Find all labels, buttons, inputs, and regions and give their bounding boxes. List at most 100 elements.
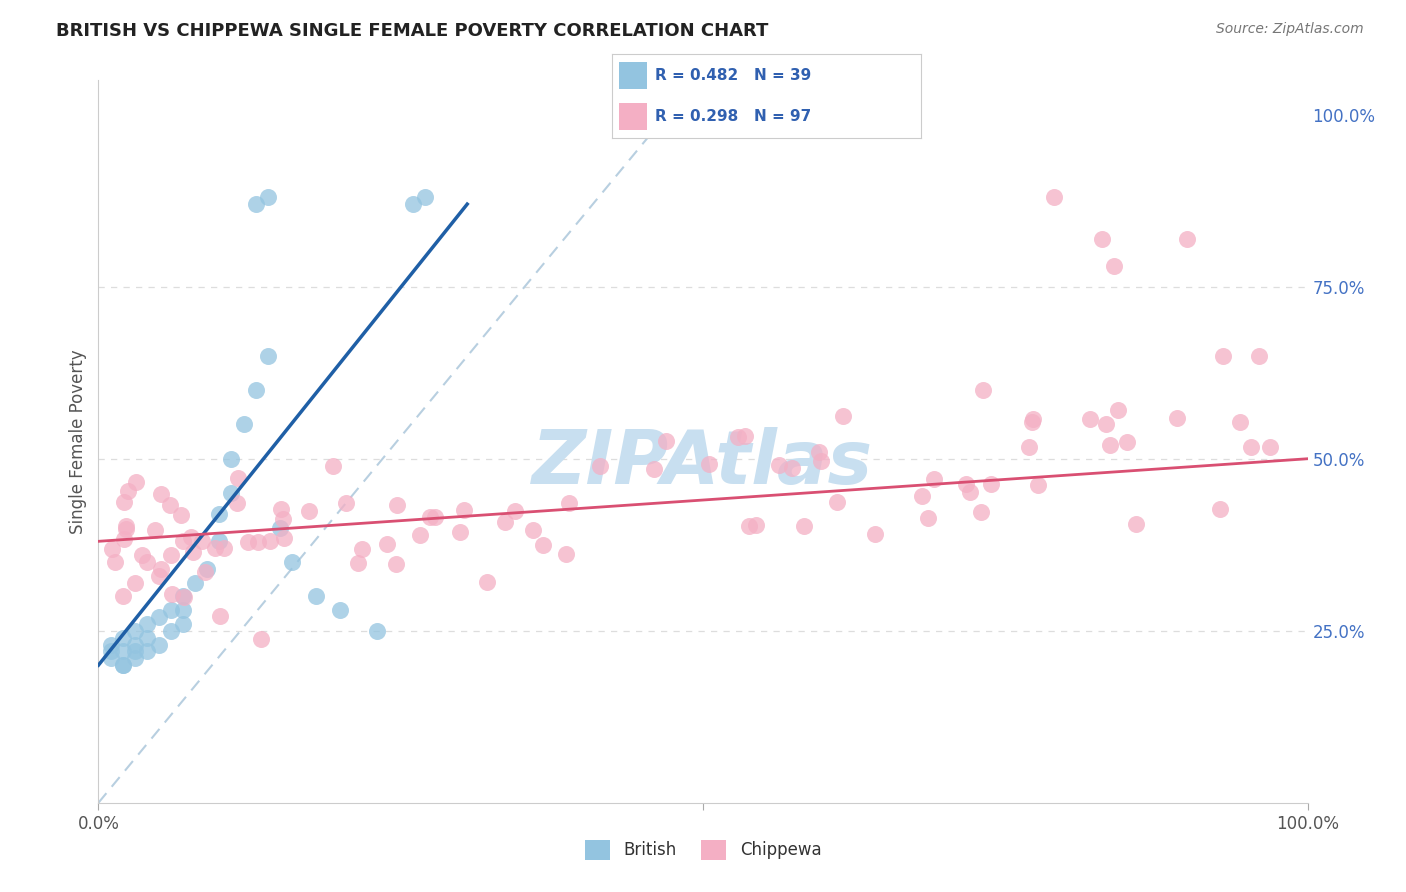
Text: BRITISH VS CHIPPEWA SINGLE FEMALE POVERTY CORRELATION CHART: BRITISH VS CHIPPEWA SINGLE FEMALE POVERT…	[56, 22, 769, 40]
Legend: British, Chippewa: British, Chippewa	[578, 833, 828, 867]
Point	[111, 644, 134, 658]
Point	[148, 610, 170, 624]
Point	[100, 651, 122, 665]
Point	[208, 507, 231, 521]
Point	[423, 509, 446, 524]
Text: R = 0.298   N = 97: R = 0.298 N = 97	[655, 109, 811, 124]
Point	[256, 349, 278, 363]
Point	[1166, 411, 1188, 425]
Point	[1042, 190, 1064, 204]
Point	[104, 555, 127, 569]
Point	[1212, 349, 1234, 363]
Point	[1021, 415, 1043, 429]
Point	[449, 524, 471, 539]
Point	[143, 523, 166, 537]
Point	[375, 537, 398, 551]
Point	[100, 638, 122, 652]
Point	[1240, 440, 1263, 454]
Point	[150, 486, 173, 500]
Point	[1028, 478, 1050, 492]
Point	[101, 542, 124, 557]
Point	[347, 556, 370, 570]
Point	[384, 557, 406, 571]
Point	[124, 644, 146, 658]
Point	[135, 644, 157, 658]
Point	[453, 503, 475, 517]
Point	[1208, 501, 1230, 516]
Point	[366, 624, 388, 638]
Point	[531, 538, 554, 552]
Point	[298, 504, 321, 518]
Point	[195, 562, 218, 576]
Point	[162, 587, 184, 601]
Point	[115, 519, 138, 533]
Point	[124, 651, 146, 665]
Point	[256, 190, 278, 204]
Point	[273, 531, 295, 545]
Point	[172, 603, 194, 617]
Point	[172, 616, 194, 631]
Point	[124, 575, 146, 590]
Point	[208, 534, 231, 549]
Point	[111, 590, 134, 604]
Point	[522, 523, 544, 537]
Point	[269, 520, 291, 534]
Point	[832, 409, 855, 423]
Point	[782, 460, 804, 475]
Point	[810, 454, 832, 468]
Point	[221, 486, 243, 500]
Point	[1249, 349, 1271, 363]
Point	[245, 383, 267, 397]
Point	[825, 495, 848, 509]
Point	[159, 498, 181, 512]
Point	[232, 417, 254, 432]
Point	[270, 502, 292, 516]
Point	[150, 562, 173, 576]
Point	[172, 534, 194, 549]
Point	[1175, 231, 1198, 245]
Point	[1125, 516, 1147, 531]
Point	[1229, 415, 1251, 429]
Point	[208, 608, 231, 623]
Point	[1018, 440, 1040, 454]
Point	[172, 590, 194, 604]
Point	[745, 517, 768, 532]
Point	[655, 434, 678, 449]
Point	[970, 505, 993, 519]
Point	[1022, 411, 1045, 425]
Point	[980, 476, 1002, 491]
FancyBboxPatch shape	[619, 62, 647, 89]
Point	[329, 603, 352, 617]
Point	[1094, 417, 1116, 431]
Point	[191, 533, 214, 548]
Point	[112, 495, 135, 509]
Point	[194, 566, 217, 580]
Point	[972, 383, 994, 397]
Point	[555, 547, 578, 561]
Point	[768, 458, 790, 473]
Point	[184, 575, 207, 590]
Point	[589, 459, 612, 474]
Point	[1107, 402, 1129, 417]
Point	[911, 490, 934, 504]
Point	[281, 555, 304, 569]
Point	[226, 471, 249, 485]
Point	[212, 541, 235, 556]
Point	[475, 574, 498, 589]
Point	[160, 548, 183, 562]
Text: Source: ZipAtlas.com: Source: ZipAtlas.com	[1216, 22, 1364, 37]
Point	[955, 476, 977, 491]
Point	[246, 535, 269, 549]
Point	[385, 498, 408, 512]
Point	[181, 545, 204, 559]
Point	[1099, 438, 1122, 452]
Point	[863, 527, 886, 541]
Point	[1091, 231, 1114, 245]
Point	[727, 430, 749, 444]
Point	[793, 518, 815, 533]
Point	[808, 445, 831, 459]
Point	[250, 632, 273, 646]
Point	[135, 616, 157, 631]
Point	[117, 484, 139, 499]
Point	[305, 590, 328, 604]
